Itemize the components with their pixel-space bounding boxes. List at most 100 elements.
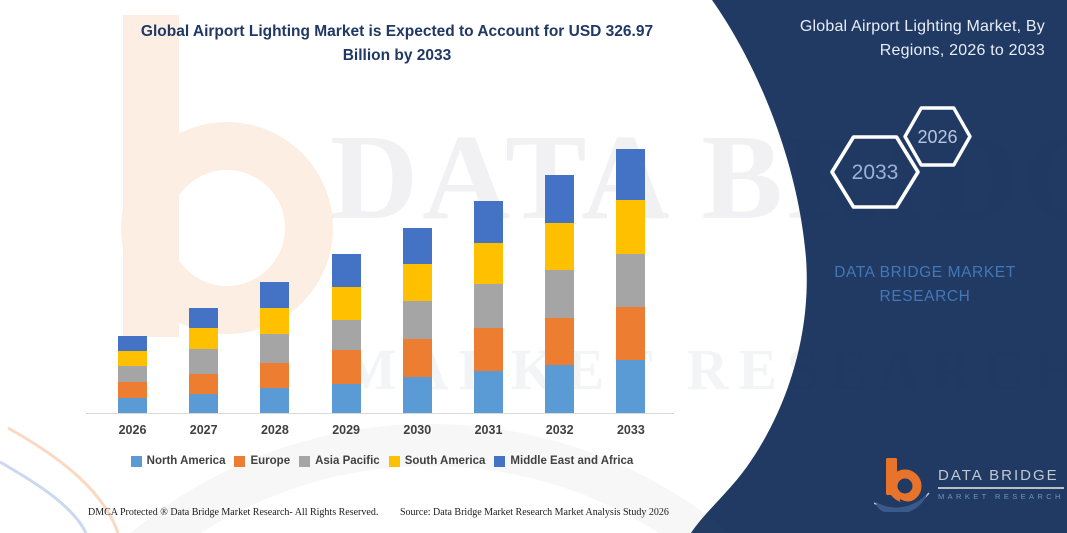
stacked-bar-plot-area: [88, 0, 676, 413]
footer-source-text: Source: Data Bridge Market Research Mark…: [400, 507, 669, 518]
bar-segment: [545, 317, 575, 366]
bar-segment: [260, 307, 290, 335]
bar-segment: [616, 200, 646, 254]
bar-2033: [616, 149, 646, 413]
bar-segment: [189, 308, 219, 329]
bar-2029: [331, 254, 361, 413]
bar-segment: [189, 349, 219, 374]
bar-segment: [402, 301, 432, 339]
legend-item: North America: [130, 455, 226, 467]
legend-item: Middle East and Africa: [494, 455, 633, 467]
data-bridge-b-watermark-icon: [121, 15, 333, 337]
bar-segment: [118, 382, 147, 398]
hexagon-2033-label: 2033: [852, 161, 899, 184]
bar-segment: [260, 282, 290, 308]
bar-segment: [545, 365, 575, 413]
dbmr-logo-tagline: MARKET RESEARCH: [938, 492, 1064, 501]
year-hexagons: 2033 2026: [830, 106, 972, 209]
bar-segment: [474, 328, 503, 372]
panel-brand-text: DATA BRIDGE MARKET RESEARCH: [800, 261, 1050, 309]
x-axis-label: 2030: [403, 423, 432, 437]
bar-segment: [545, 222, 575, 271]
dbmr-logo-name: DATA BRIDGE: [938, 467, 1064, 489]
x-axis-label: 2026: [118, 423, 147, 437]
bar-segment: [474, 371, 503, 413]
legend-label: Asia Pacific: [315, 455, 380, 467]
x-axis-label: 2028: [260, 423, 289, 437]
bar-segment: [260, 387, 290, 413]
legend-item: South America: [388, 455, 486, 467]
legend-label: Middle East and Africa: [510, 455, 634, 467]
x-axis-label: 2032: [545, 423, 574, 437]
dbmr-logo-b-icon: [874, 458, 930, 512]
panel-title-line1: Global Airport Lighting Market, By: [799, 18, 1045, 35]
bar-2026: [118, 335, 147, 413]
x-axis-labels: 2026 2027 2028 2029 2030 2031 2032 2033: [88, 423, 676, 441]
bar-segment: [402, 338, 432, 377]
bar-segment: [189, 328, 219, 350]
bar-segment: [402, 227, 432, 265]
legend-item: Europe: [234, 455, 290, 467]
bar-segment: [474, 201, 503, 244]
watermark-arcs: [0, 424, 730, 533]
chart-title: Global Airport Lighting Market is Expect…: [97, 20, 697, 68]
bar-segment: [545, 270, 575, 318]
chart-legend: North America Europe Asia Pacific South Ame…: [88, 455, 676, 467]
hexagon-2026-label: 2026: [917, 127, 957, 147]
dbmr-logo-text: DATA BRIDGE MARKET RESEARCH: [938, 467, 1064, 501]
dbmr-logo: DATA BRIDGE MARKET RESEARCH: [874, 456, 1064, 512]
legend-label: North America: [146, 455, 226, 467]
legend-item: Asia Pacific: [299, 455, 380, 467]
bar-segment: [260, 362, 290, 388]
x-axis-label: 2027: [189, 423, 218, 437]
legend-swatch-icon: [130, 455, 142, 467]
chart-title-line2: Billion by 2033: [342, 47, 452, 64]
bar-segment: [402, 264, 432, 302]
panel-title-line2: Regions, 2026 to 2033: [879, 42, 1045, 59]
panel-brand-line2: RESEARCH: [879, 288, 971, 305]
legend-swatch-icon: [494, 455, 506, 467]
x-axis-line: [86, 413, 674, 414]
footer-dmca-text: DMCA Protected ® Data Bridge Market Rese…: [88, 507, 379, 518]
bar-2030: [402, 227, 432, 413]
x-axis-label: 2029: [332, 423, 360, 437]
bar-segment: [189, 373, 219, 394]
bar-segment: [260, 334, 290, 363]
bar-segment: [118, 397, 147, 413]
hexagon-2026: 2026: [903, 106, 972, 167]
bar-segment: [331, 350, 361, 384]
hexagon-2033: 2033: [830, 135, 920, 209]
bar-segment: [616, 253, 646, 307]
panel-brand-line1: DATA BRIDGE MARKET: [834, 264, 1016, 281]
chart-title-line1: Global Airport Lighting Market is Expect…: [140, 23, 654, 40]
bar-segment: [474, 284, 503, 329]
bar-2032: [545, 174, 575, 413]
bar-segment: [189, 393, 219, 413]
bar-segment: [616, 359, 646, 413]
legend-swatch-icon: [299, 455, 311, 467]
x-axis-label: 2031: [474, 423, 503, 437]
bar-segment: [616, 307, 646, 360]
bar-segment: [331, 287, 361, 320]
bar-segment: [402, 377, 432, 413]
bar-segment: [118, 366, 147, 382]
bar-segment: [474, 243, 503, 285]
bar-segment: [331, 254, 361, 288]
bar-segment: [118, 351, 147, 367]
bar-2031: [474, 201, 503, 413]
bar-segment: [616, 149, 646, 201]
bar-2028: [260, 282, 290, 413]
bar-2027: [189, 308, 219, 413]
legend-label: Europe: [250, 455, 291, 467]
legend-label: South America: [404, 455, 486, 467]
legend-swatch-icon: [388, 455, 400, 467]
bar-segment: [118, 335, 147, 351]
bar-segment: [331, 383, 361, 413]
bar-segment: [331, 319, 361, 351]
bar-segment: [545, 174, 575, 223]
panel-title: Global Airport Lighting Market, By Regio…: [745, 15, 1045, 63]
x-axis-label: 2033: [616, 423, 645, 437]
legend-swatch-icon: [234, 455, 246, 467]
